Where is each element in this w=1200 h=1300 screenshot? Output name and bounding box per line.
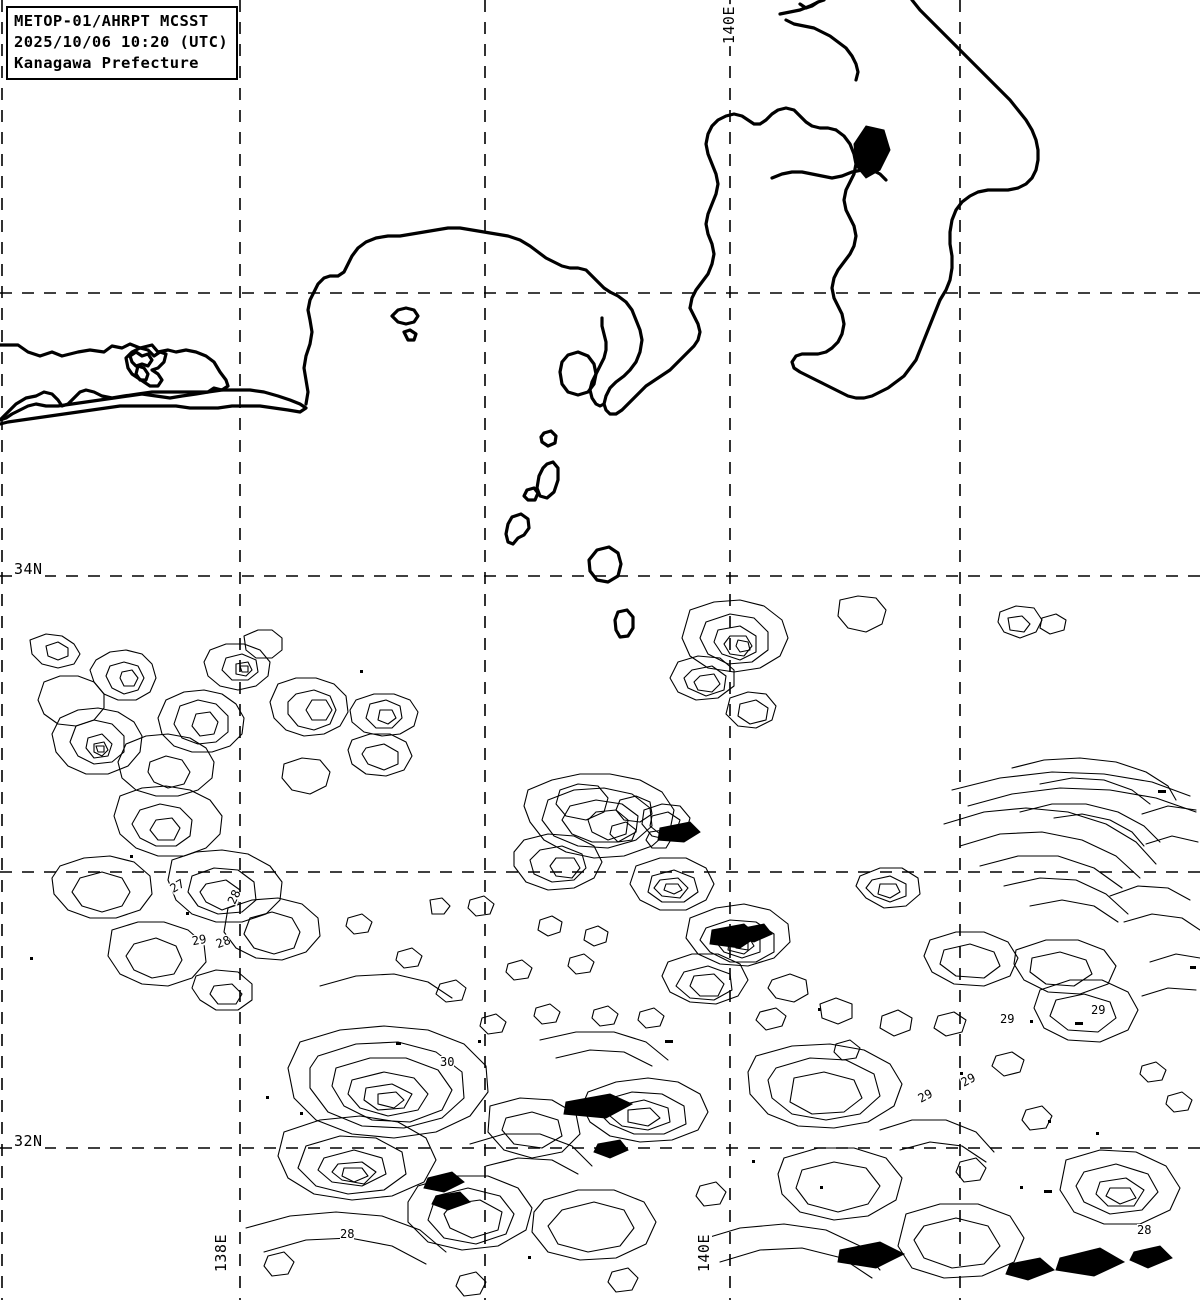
coastline-layer — [0, 0, 1040, 639]
island-oshima — [558, 350, 598, 397]
island-toshima — [539, 429, 558, 448]
coast-lake-inner-small — [390, 306, 420, 326]
coast-hamana-inlet — [0, 388, 308, 426]
longitude-label-140e-top: 140E — [720, 4, 738, 47]
sst-contour-layer — [29, 595, 1200, 1297]
title-region: Kanagawa Prefecture — [14, 54, 199, 72]
sst-dense-patch-layer — [423, 125, 1173, 1281]
contour-label-28-c: 28 — [340, 1227, 355, 1241]
latitude-label-34n: 34N — [12, 560, 45, 578]
island-kozushima — [504, 512, 531, 546]
contour-label-30: 30 — [440, 1055, 455, 1069]
island-miyakejima — [587, 545, 623, 584]
coast-izu-peninsula-west — [302, 226, 612, 406]
island-shikinejima — [522, 486, 540, 502]
island-mikurajima — [613, 608, 635, 639]
contour-label-28-d: 28 — [1137, 1223, 1152, 1237]
coast-lake-hamana — [128, 350, 154, 368]
contour-label-29-c: 29 — [1091, 1003, 1106, 1017]
coast-kasumigaura — [784, 18, 860, 82]
coast-lake-small-2 — [402, 328, 418, 342]
longitude-label-138e-bottom: 138E — [212, 1232, 230, 1275]
coast-lake-hamana-2 — [134, 364, 150, 382]
contour-label-29-a: 29 — [190, 931, 208, 949]
coast-boso-west — [790, 128, 942, 400]
island-niijima — [535, 460, 560, 500]
longitude-label-140e-bottom: 140E — [695, 1232, 713, 1275]
title-product: METOP-01/AHRPT MCSST — [14, 12, 209, 30]
sst-speckle-layer — [30, 670, 1196, 1259]
coast-boso-east — [910, 0, 1040, 302]
latitude-label-32n: 32N — [12, 1132, 45, 1150]
coast-inlet-small — [798, 0, 820, 10]
title-box: METOP-01/AHRPT MCSST 2025/10/06 10:20 (U… — [6, 6, 239, 80]
coast-izu-peninsula-east — [602, 290, 702, 416]
coast-izu-tip — [588, 316, 608, 408]
title-datetime: 2025/10/06 10:20 (UTC) — [14, 33, 229, 51]
contour-label-29-b: 29 — [1000, 1012, 1015, 1026]
coast-sagami-miura — [688, 106, 838, 310]
